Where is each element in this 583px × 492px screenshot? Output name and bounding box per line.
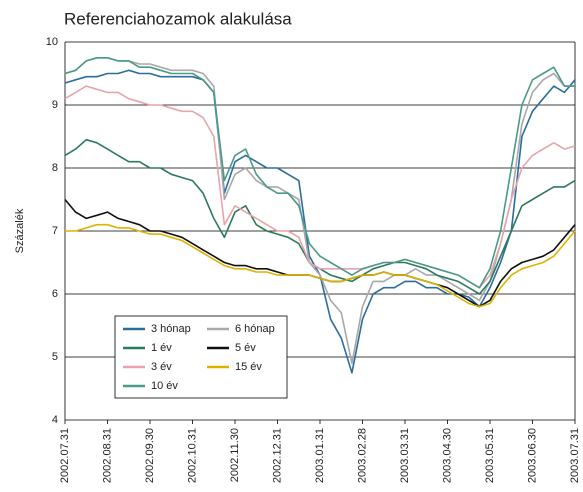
- x-tick-label: 2003.06.30: [526, 428, 538, 483]
- x-tick-label: 2002.07.31: [59, 428, 71, 483]
- legend-label: 3 hónap: [151, 323, 191, 335]
- legend-label: 15 év: [235, 361, 262, 373]
- x-tick-label: 2003.05.31: [484, 428, 496, 483]
- y-tick-label: 4: [52, 414, 58, 426]
- line-series: [64, 138, 576, 295]
- x-tick-label: 2003.01.31: [314, 428, 326, 483]
- legend-label: 6 hónap: [235, 323, 275, 335]
- y-tick-label: 7: [52, 225, 58, 237]
- y-tick-label: 5: [52, 351, 58, 363]
- x-tick-label: 2003.02.28: [356, 428, 368, 483]
- x-tick-label: 2002.09.30: [144, 428, 156, 483]
- line-series: [65, 223, 576, 308]
- y-tick-label: 10: [46, 36, 58, 48]
- y-tick-label: 9: [52, 99, 58, 111]
- x-tick-label: 2003.03.31: [399, 428, 411, 483]
- chart-title: Referenciahozamok alakulása: [64, 9, 292, 28]
- x-tick-label: 2002.11.30: [229, 428, 241, 482]
- line-series: [64, 57, 575, 289]
- x-tick-label: 2003.07.31: [569, 428, 581, 483]
- y-axis-label: Százalék: [14, 208, 26, 253]
- y-tick-label: 8: [52, 162, 58, 174]
- legend-label: 5 év: [235, 342, 256, 354]
- legend-label: 3 év: [151, 361, 172, 373]
- x-tick-label: 2002.12.31: [271, 428, 283, 483]
- legend-label: 10 év: [151, 380, 178, 392]
- x-tick-label: 2002.08.31: [101, 428, 113, 483]
- y-tick-label: 6: [52, 288, 58, 300]
- legend-label: 1 év: [151, 342, 172, 354]
- line-series: [64, 85, 576, 289]
- x-tick-label: 2003.04.30: [441, 428, 453, 483]
- x-tick-label: 2002.10.31: [186, 428, 198, 483]
